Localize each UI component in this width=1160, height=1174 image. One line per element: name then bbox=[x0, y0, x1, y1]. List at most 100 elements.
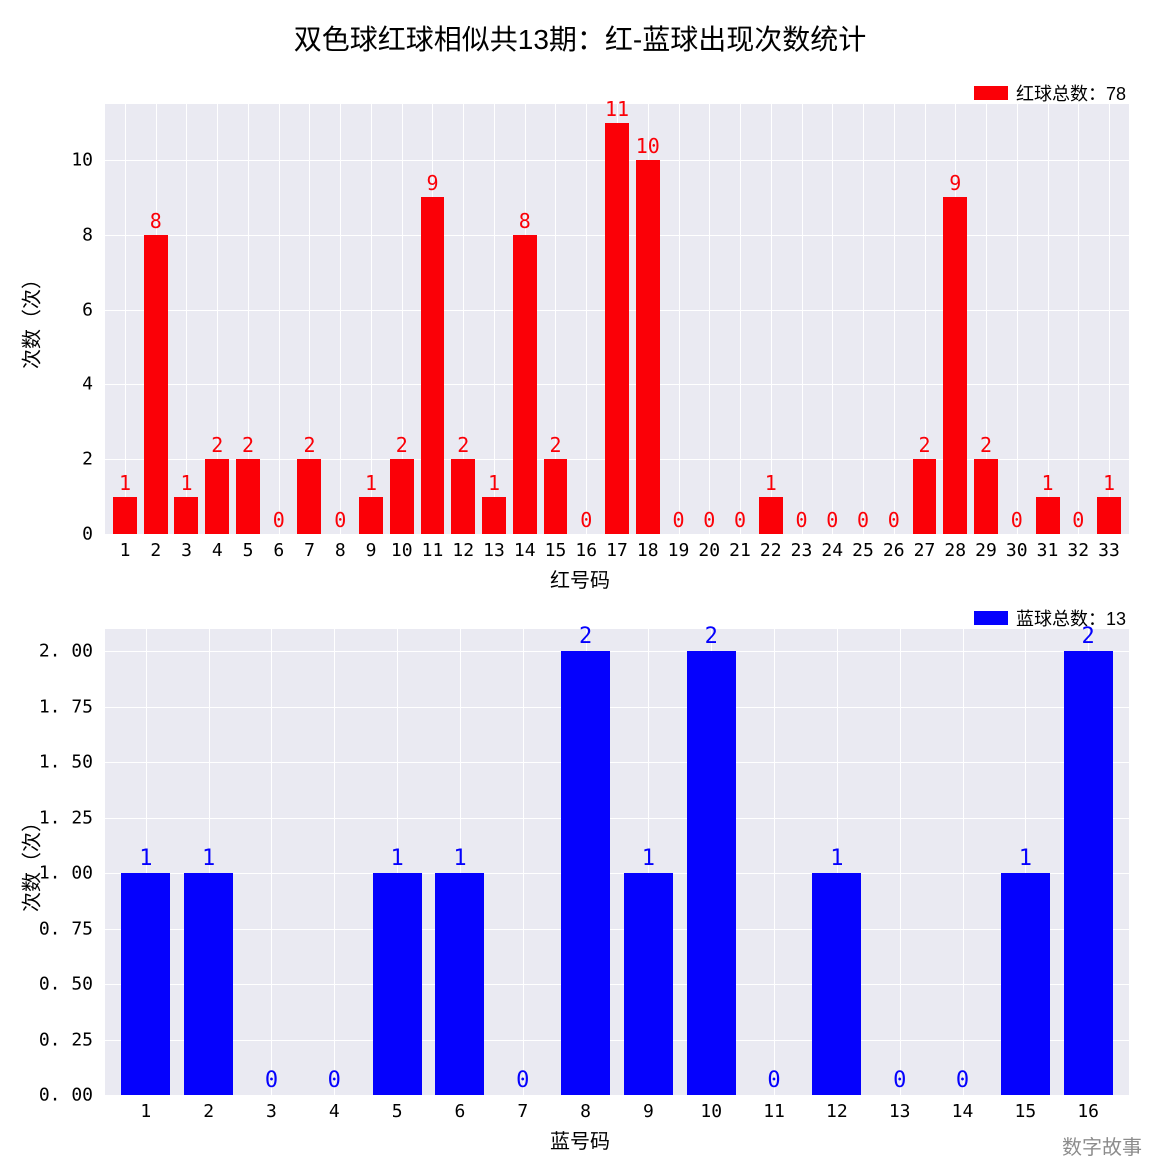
red-bar-label: 0 bbox=[334, 508, 346, 532]
red-bar-label: 0 bbox=[857, 508, 869, 532]
red-bar-label: 2 bbox=[242, 433, 254, 457]
red-bar bbox=[759, 497, 783, 534]
red-gridline-v bbox=[1048, 104, 1049, 534]
blue-ytick: 0. 75 bbox=[39, 918, 105, 939]
blue-bar bbox=[184, 873, 233, 1095]
blue-xtick: 10 bbox=[700, 1101, 722, 1122]
red-bar-label: 0 bbox=[273, 508, 285, 532]
red-xlabel: 红号码 bbox=[0, 564, 1160, 593]
red-ytick: 4 bbox=[82, 374, 105, 395]
blue-bar bbox=[1064, 651, 1113, 1095]
blue-gridline-v bbox=[523, 629, 524, 1095]
red-chart: 18122020129218201110000100002920101 bbox=[105, 104, 1129, 534]
blue-bar-label: 2 bbox=[579, 624, 592, 649]
red-bar-label: 0 bbox=[826, 508, 838, 532]
red-bar-label: 0 bbox=[734, 508, 746, 532]
red-gridline-v bbox=[802, 104, 803, 534]
red-xtick: 3 bbox=[181, 540, 192, 561]
red-bar bbox=[236, 459, 260, 534]
red-bar-label: 11 bbox=[605, 97, 629, 121]
legend-red-swatch bbox=[974, 86, 1008, 100]
blue-ytick: 1. 00 bbox=[39, 863, 105, 884]
red-bar-label: 2 bbox=[549, 433, 561, 457]
red-xtick: 31 bbox=[1037, 540, 1059, 561]
blue-xtick: 15 bbox=[1014, 1101, 1036, 1122]
red-xtick: 28 bbox=[944, 540, 966, 561]
red-bar-label: 2 bbox=[980, 433, 992, 457]
blue-gridline-h bbox=[105, 651, 1129, 652]
blue-bar bbox=[687, 651, 736, 1095]
red-xtick: 20 bbox=[698, 540, 720, 561]
blue-bar bbox=[624, 873, 673, 1095]
blue-bar-label: 1 bbox=[642, 846, 655, 871]
red-xtick: 23 bbox=[791, 540, 813, 561]
blue-ytick: 0. 25 bbox=[39, 1029, 105, 1050]
blue-bar bbox=[435, 873, 484, 1095]
red-xtick: 19 bbox=[668, 540, 690, 561]
red-xtick: 11 bbox=[422, 540, 444, 561]
red-bar bbox=[605, 123, 629, 534]
red-xtick: 21 bbox=[729, 540, 751, 561]
red-xtick: 12 bbox=[452, 540, 474, 561]
blue-gridline-v bbox=[271, 629, 272, 1095]
blue-xtick: 4 bbox=[329, 1101, 340, 1122]
red-xtick: 25 bbox=[852, 540, 874, 561]
red-xtick: 16 bbox=[575, 540, 597, 561]
red-gridline-v bbox=[1109, 104, 1110, 534]
red-bar bbox=[544, 459, 568, 534]
blue-bar bbox=[812, 873, 861, 1095]
blue-xtick: 11 bbox=[763, 1101, 785, 1122]
red-gridline-v bbox=[1078, 104, 1079, 534]
chart-title: 双色球红球相似共13期：红-蓝球出现次数统计 bbox=[0, 18, 1160, 58]
red-bar-label: 1 bbox=[119, 471, 131, 495]
red-xtick: 7 bbox=[304, 540, 315, 561]
red-xtick: 14 bbox=[514, 540, 536, 561]
blue-xtick: 14 bbox=[952, 1101, 974, 1122]
blue-bar-label: 0 bbox=[893, 1068, 906, 1093]
blue-gridline-v bbox=[900, 629, 901, 1095]
red-bar bbox=[144, 235, 168, 534]
red-ytick: 8 bbox=[82, 224, 105, 245]
blue-xtick: 9 bbox=[643, 1101, 654, 1122]
red-bar-label: 0 bbox=[580, 508, 592, 532]
blue-gridline-v bbox=[774, 629, 775, 1095]
red-xtick: 26 bbox=[883, 540, 905, 561]
red-ytick: 6 bbox=[82, 299, 105, 320]
blue-bar-label: 0 bbox=[956, 1068, 969, 1093]
blue-ytick: 1. 50 bbox=[39, 752, 105, 773]
red-bar bbox=[297, 459, 321, 534]
blue-ytick: 1. 25 bbox=[39, 807, 105, 828]
red-bar bbox=[943, 197, 967, 534]
blue-bar bbox=[561, 651, 610, 1095]
red-xtick: 6 bbox=[273, 540, 284, 561]
red-bar bbox=[451, 459, 475, 534]
blue-gridline-v bbox=[963, 629, 964, 1095]
red-bar-label: 9 bbox=[426, 171, 438, 195]
blue-bar-label: 1 bbox=[202, 846, 215, 871]
red-bar bbox=[205, 459, 229, 534]
red-bar bbox=[359, 497, 383, 534]
red-gridline-v bbox=[125, 104, 126, 534]
red-gridline-v bbox=[832, 104, 833, 534]
blue-gridline-h bbox=[105, 818, 1129, 819]
red-gridline-v bbox=[186, 104, 187, 534]
red-bar-label: 1 bbox=[180, 471, 192, 495]
blue-bar-label: 1 bbox=[1019, 846, 1032, 871]
blue-xtick: 2 bbox=[203, 1101, 214, 1122]
blue-gridline-h bbox=[105, 762, 1129, 763]
red-bar-label: 8 bbox=[519, 209, 531, 233]
red-bar-label: 0 bbox=[795, 508, 807, 532]
red-bar bbox=[390, 459, 414, 534]
red-bar-label: 1 bbox=[1041, 471, 1053, 495]
red-bar bbox=[913, 459, 937, 534]
red-bar bbox=[1097, 497, 1121, 534]
red-bar bbox=[113, 497, 137, 534]
legend-red: 红球总数：78 bbox=[974, 80, 1126, 106]
red-bar-label: 2 bbox=[396, 433, 408, 457]
red-xtick: 15 bbox=[545, 540, 567, 561]
red-bar bbox=[1036, 497, 1060, 534]
red-bar-label: 0 bbox=[1011, 508, 1023, 532]
blue-bar-label: 2 bbox=[705, 624, 718, 649]
red-gridline-v bbox=[679, 104, 680, 534]
red-xtick: 10 bbox=[391, 540, 413, 561]
